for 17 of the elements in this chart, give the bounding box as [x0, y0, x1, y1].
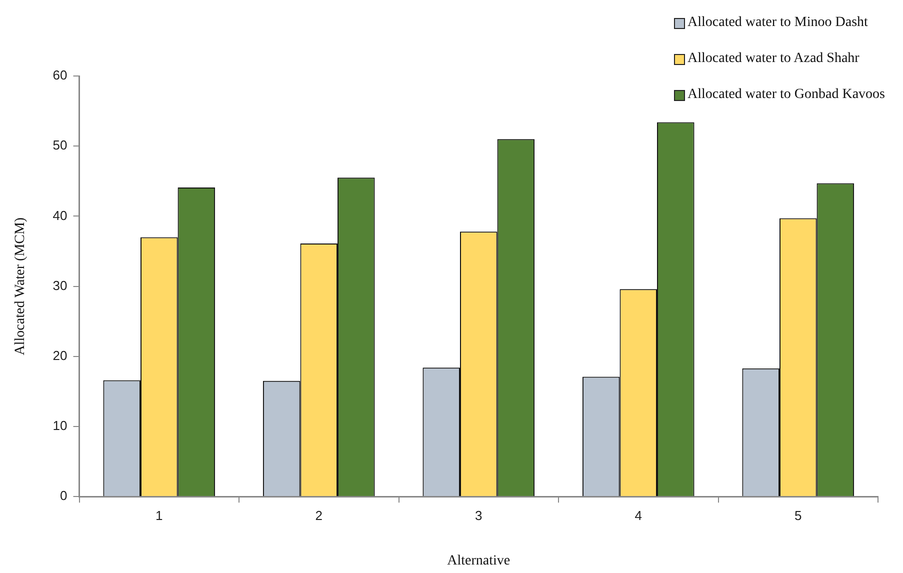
- x-axis-title: Alternative: [447, 553, 510, 568]
- legend-label: Allocated water to Gonbad Kavoos: [688, 87, 885, 103]
- y-tick-label: 10: [52, 418, 68, 434]
- y-tick-label: 30: [52, 278, 68, 293]
- y-tick-label: 20: [52, 348, 68, 363]
- y-axis-title: Allocated Water (MCM): [13, 217, 28, 356]
- y-tick-label: 50: [52, 138, 68, 153]
- x-tick-label: 3: [475, 508, 482, 523]
- y-tick-label: 60: [52, 68, 68, 83]
- x-tick-label: 5: [794, 508, 802, 523]
- y-tick-label: 40: [52, 208, 68, 223]
- x-tick-label: 1: [156, 508, 163, 523]
- legend-label: Allocated water to Azad Shahr: [688, 51, 860, 67]
- x-tick-label: 2: [315, 508, 322, 523]
- y-tick-label: 0: [60, 488, 68, 504]
- legend-label: Allocated water to Minoo Dasht: [688, 15, 868, 31]
- x-tick-label: 4: [634, 508, 642, 523]
